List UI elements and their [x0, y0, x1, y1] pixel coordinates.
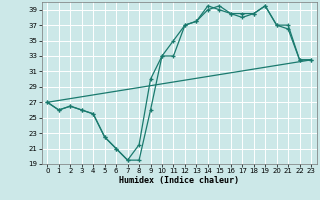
X-axis label: Humidex (Indice chaleur): Humidex (Indice chaleur) — [119, 176, 239, 185]
